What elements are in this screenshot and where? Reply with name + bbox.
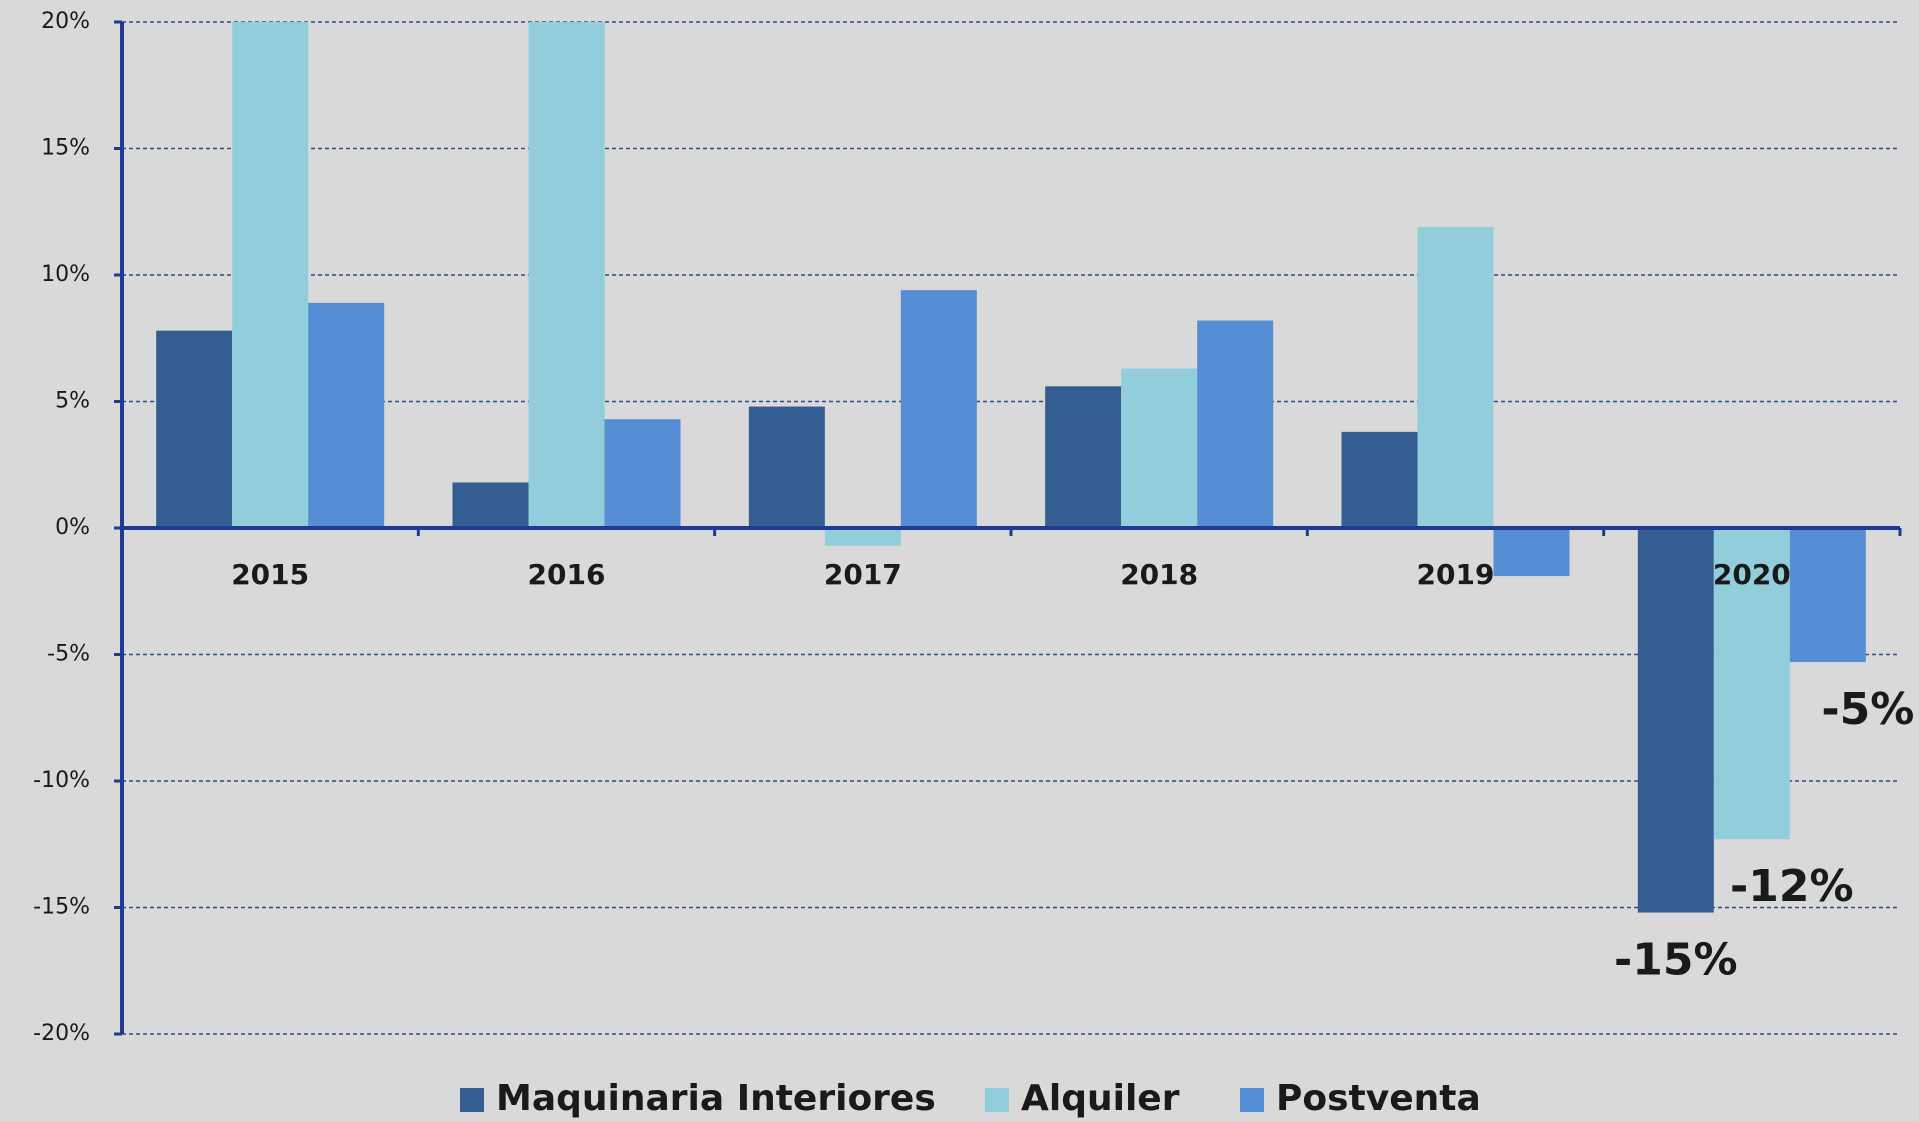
bar bbox=[232, 22, 309, 528]
x-tick-label: 2018 bbox=[1120, 558, 1198, 591]
legend-label: Maquinaria Interiores bbox=[496, 1078, 936, 1119]
bar bbox=[748, 406, 825, 528]
y-tick-label: -20% bbox=[33, 1021, 90, 1046]
y-tick-label: 10% bbox=[41, 262, 90, 287]
x-tick-label: 2020 bbox=[1713, 558, 1791, 591]
y-tick-label: 15% bbox=[41, 136, 90, 161]
x-tick-label: 2017 bbox=[824, 558, 902, 591]
bar bbox=[1121, 368, 1198, 528]
bar bbox=[1197, 320, 1274, 528]
bar bbox=[528, 22, 605, 528]
bar bbox=[1637, 528, 1714, 913]
y-tick-label: 0% bbox=[55, 515, 90, 540]
data-label: -12% bbox=[1730, 861, 1854, 912]
bar bbox=[824, 528, 901, 546]
legend-swatch bbox=[1240, 1088, 1264, 1112]
data-label: -5% bbox=[1821, 684, 1914, 735]
y-tick-label: -5% bbox=[47, 642, 90, 667]
legend-label: Alquiler bbox=[1021, 1078, 1180, 1119]
bar bbox=[1789, 528, 1866, 663]
y-tick-label: -15% bbox=[33, 895, 90, 920]
y-tick-label: -10% bbox=[33, 768, 90, 793]
y-tick-label: 20% bbox=[41, 9, 90, 34]
bar bbox=[452, 482, 529, 528]
data-label: -15% bbox=[1614, 935, 1738, 986]
x-tick-label: 2015 bbox=[231, 558, 309, 591]
bar bbox=[1045, 386, 1122, 528]
y-tick-label: 5% bbox=[55, 389, 90, 414]
x-tick-label: 2016 bbox=[528, 558, 606, 591]
bar bbox=[604, 419, 681, 528]
bar bbox=[900, 290, 977, 528]
legend-label: Postventa bbox=[1276, 1078, 1481, 1119]
bar bbox=[1341, 431, 1418, 528]
bar bbox=[1713, 528, 1790, 840]
x-tick-label: 2019 bbox=[1417, 558, 1495, 591]
bar bbox=[1417, 226, 1494, 528]
bar bbox=[156, 330, 233, 528]
legend-swatch bbox=[460, 1088, 484, 1112]
bar bbox=[308, 302, 385, 528]
bar bbox=[1493, 528, 1570, 577]
legend-swatch bbox=[985, 1088, 1009, 1112]
